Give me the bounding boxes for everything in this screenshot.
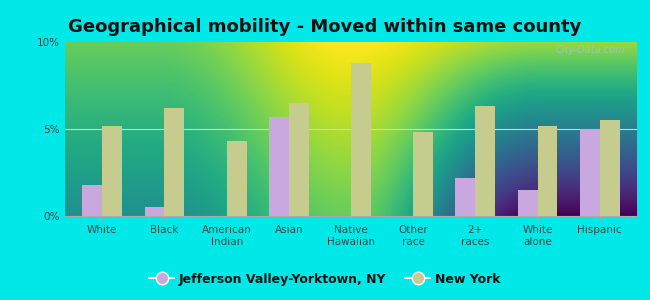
- Bar: [164, 108, 185, 216]
- Text: City-Data.com: City-Data.com: [556, 46, 625, 56]
- Bar: [600, 120, 619, 216]
- Bar: [144, 207, 164, 216]
- Bar: [517, 190, 538, 216]
- Bar: [456, 178, 475, 216]
- Bar: [102, 125, 122, 216]
- Bar: [227, 141, 246, 216]
- Bar: [83, 185, 102, 216]
- Bar: [475, 106, 495, 216]
- Bar: [269, 117, 289, 216]
- Bar: [289, 103, 309, 216]
- Bar: [413, 133, 433, 216]
- Bar: [580, 129, 600, 216]
- Text: Geographical mobility - Moved within same county: Geographical mobility - Moved within sam…: [68, 18, 582, 36]
- Legend: Jefferson Valley-Yorktown, NY, New York: Jefferson Valley-Yorktown, NY, New York: [144, 268, 506, 291]
- Bar: [538, 125, 558, 216]
- Bar: [351, 63, 371, 216]
